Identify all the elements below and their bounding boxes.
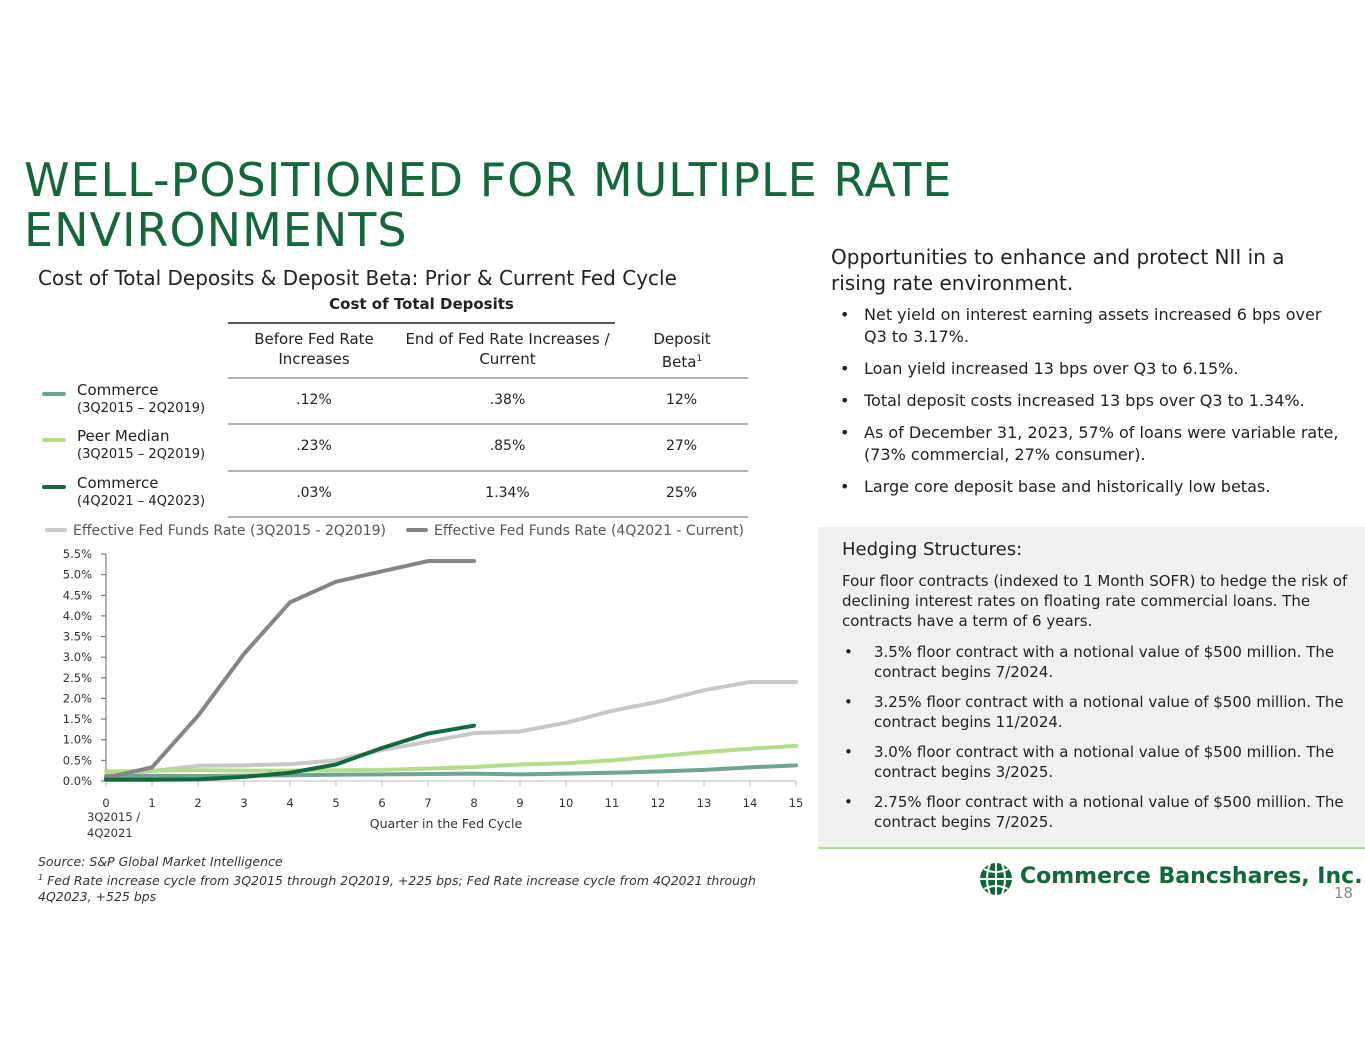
right-bullets: Net yield on interest earning assets inc… [834,304,1344,508]
row-name: Commerce [77,381,159,399]
row-period: (3Q2015 – 2Q2019) [77,401,206,416]
legend-label: Effective Fed Funds Rate (4Q2021 - Curre… [434,523,744,539]
x-tick-label: 14 [743,796,758,810]
row-swatch [42,485,66,489]
left-heading: Cost of Total Deposits & Deposit Beta: P… [38,266,677,290]
row-swatch [42,392,66,396]
note-text: Fed Rate increase cycle from 3Q2015 thro… [38,873,756,905]
x-tick-label: 8 [470,796,477,810]
title-line: ENVIRONMENTS [24,203,408,257]
logo-lines [980,863,1012,895]
table-cell: .85% [489,438,526,454]
x-tick-label: 3 [240,796,247,810]
column-header: Before Fed Rate Increases [254,330,374,368]
y-tick-label: 1.0% [63,733,92,747]
series-line [104,723,476,782]
x-tick-label: 9 [516,796,523,810]
series-line [104,559,476,780]
table-cell: 25% [665,485,698,501]
hedging-bullet: 2.75% floor contract with a notional val… [842,792,1352,832]
row-name: Peer Median [77,427,170,445]
y-tick-label: 0.5% [63,753,92,767]
bullet: Total deposit costs increased 13 bps ove… [834,390,1344,412]
hedging-heading: Hedging Structures: [842,539,1023,560]
table-cell: .38% [489,392,526,408]
legend-label: Effective Fed Funds Rate (3Q2015 - 2Q201… [73,523,386,539]
row-name: Commerce [77,474,159,492]
row-swatch [42,438,66,442]
table-cell: 12% [665,392,698,408]
y-tick-label: 1.5% [63,712,92,726]
page-number: 18 [1334,884,1354,902]
note: 1 Fed Rate increase cycle from 3Q2015 th… [38,870,778,905]
x-tick-label: 11 [605,796,620,810]
bullet: As of December 31, 2023, 57% of loans we… [834,422,1344,466]
x-tick-label: 13 [697,796,712,810]
table-cell: .23% [296,438,332,454]
hedging-bullets: 3.5% floor contract with a notional valu… [842,642,1352,842]
column-header: End of Fed Rate Increases / Current [405,330,610,368]
x-axis-label: Quarter in the Fed Cycle [370,816,523,831]
x-annotation: 3Q2015 /4Q2021 [87,810,140,840]
x-tick-label: 15 [789,796,804,810]
table-cell: .03% [296,485,332,501]
group-header: Cost of Total Deposits [329,295,514,313]
x-tick-label: 0 [102,796,109,810]
hedging-bullet: 3.25% floor contract with a notional val… [842,692,1352,732]
x-tick-label: 1 [148,796,155,810]
bullet: Loan yield increased 13 bps over Q3 to 6… [834,358,1344,380]
series-line [104,743,798,774]
x-tick-label: 12 [651,796,666,810]
table-cell: 27% [665,438,698,454]
note-marker: 1 [38,873,44,882]
y-tick-label: 4.5% [63,588,92,602]
logo-text: Commerce Bancshares, Inc. [1020,864,1363,889]
source: Source: S&P Global Market Intelligence [38,854,283,869]
row-period: (4Q2021 – 4Q2023) [77,494,206,509]
bullet: Large core deposit base and historically… [834,476,1344,498]
hedging-bullet: 3.0% floor contract with a notional valu… [842,742,1352,782]
y-tick-label: 3.0% [63,650,92,664]
series-line [104,763,798,779]
series-line [104,679,798,778]
column-header-text: Deposit Beta [653,330,711,371]
y-tick-label: 5.0% [63,568,92,582]
y-tick-label: 2.5% [63,671,92,685]
right-heading: Opportunities to enhance and protect NII… [831,245,1285,295]
column-header: Deposit Beta1 [640,329,724,372]
x-tick-label: 2 [194,796,201,810]
hedging-intro: Four floor contracts (indexed to 1 Month… [842,572,1348,630]
y-tick-label: 4.0% [63,609,92,623]
table-cell: .12% [296,392,332,408]
table-cell: 1.34% [485,485,530,501]
title: WELL-POSITIONED FOR MULTIPLE RATE ENVIRON… [24,155,952,255]
footnote-marker: 1 [696,354,703,364]
x-tick-label: 7 [424,796,431,810]
y-tick-label: 0.0% [63,774,92,788]
y-tick-label: 2.0% [63,691,92,705]
hedging-bullet: 3.5% floor contract with a notional valu… [842,642,1352,682]
row-period: (3Q2015 – 2Q2019) [77,447,206,462]
x-tick-label: 5 [332,796,339,810]
x-tick-label: 6 [378,796,385,810]
x-tick-label: 10 [559,796,574,810]
title-line: WELL-POSITIONED FOR MULTIPLE RATE [24,153,953,207]
x-tick-label: 4 [286,796,293,810]
y-tick-label: 3.5% [63,630,92,644]
bullet: Net yield on interest earning assets inc… [834,304,1344,348]
y-tick-label: 5.5% [63,547,92,561]
footnotes: Source: S&P Global Market Intelligence 1… [38,854,778,905]
